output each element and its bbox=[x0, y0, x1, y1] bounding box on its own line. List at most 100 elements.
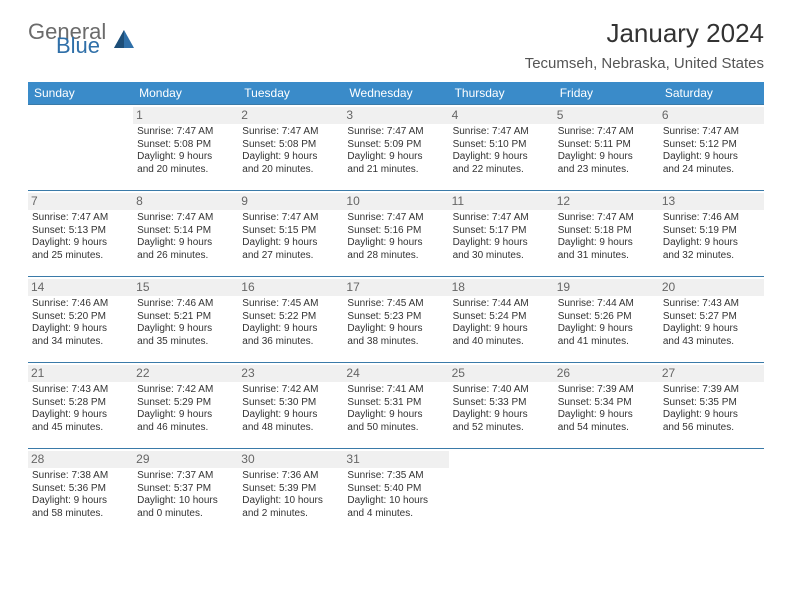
cell-d1: Daylight: 9 hours bbox=[32, 323, 129, 336]
cell-d1: Daylight: 9 hours bbox=[347, 237, 444, 250]
cell-d1: Daylight: 9 hours bbox=[453, 409, 550, 422]
cell-sunrise: Sunrise: 7:46 AM bbox=[137, 298, 234, 311]
day-number: 10 bbox=[343, 193, 448, 210]
cell-sunset: Sunset: 5:08 PM bbox=[242, 139, 339, 152]
calendar-body: 1Sunrise: 7:47 AMSunset: 5:08 PMDaylight… bbox=[28, 105, 764, 535]
cell-sunrise: Sunrise: 7:47 AM bbox=[347, 212, 444, 225]
calendar-cell bbox=[28, 105, 133, 191]
cell-d2: and 28 minutes. bbox=[347, 250, 444, 263]
cell-sunset: Sunset: 5:23 PM bbox=[347, 311, 444, 324]
cell-d2: and 36 minutes. bbox=[242, 336, 339, 349]
cell-d1: Daylight: 9 hours bbox=[663, 323, 760, 336]
day-number: 25 bbox=[449, 365, 554, 382]
cell-sunset: Sunset: 5:33 PM bbox=[453, 397, 550, 410]
cell-d2: and 40 minutes. bbox=[453, 336, 550, 349]
cell-sunrise: Sunrise: 7:46 AM bbox=[32, 298, 129, 311]
sail-icon bbox=[112, 28, 136, 55]
calendar-cell: 29Sunrise: 7:37 AMSunset: 5:37 PMDayligh… bbox=[133, 449, 238, 535]
calendar-cell: 22Sunrise: 7:42 AMSunset: 5:29 PMDayligh… bbox=[133, 363, 238, 449]
cell-sunset: Sunset: 5:13 PM bbox=[32, 225, 129, 238]
calendar-cell: 6Sunrise: 7:47 AMSunset: 5:12 PMDaylight… bbox=[659, 105, 764, 191]
cell-d2: and 50 minutes. bbox=[347, 422, 444, 435]
cell-d2: and 4 minutes. bbox=[347, 508, 444, 521]
day-number: 22 bbox=[133, 365, 238, 382]
cell-d1: Daylight: 9 hours bbox=[32, 495, 129, 508]
day-number: 6 bbox=[659, 107, 764, 124]
cell-d2: and 20 minutes. bbox=[137, 164, 234, 177]
calendar-cell: 27Sunrise: 7:39 AMSunset: 5:35 PMDayligh… bbox=[659, 363, 764, 449]
cell-sunrise: Sunrise: 7:45 AM bbox=[347, 298, 444, 311]
day-number: 5 bbox=[554, 107, 659, 124]
calendar-row: 21Sunrise: 7:43 AMSunset: 5:28 PMDayligh… bbox=[28, 363, 764, 449]
cell-sunrise: Sunrise: 7:47 AM bbox=[558, 212, 655, 225]
cell-sunset: Sunset: 5:28 PM bbox=[32, 397, 129, 410]
day-number: 11 bbox=[449, 193, 554, 210]
cell-sunset: Sunset: 5:27 PM bbox=[663, 311, 760, 324]
logo-text-blue: Blue bbox=[56, 36, 106, 56]
cell-d1: Daylight: 9 hours bbox=[32, 409, 129, 422]
cell-sunrise: Sunrise: 7:35 AM bbox=[347, 470, 444, 483]
calendar-cell bbox=[449, 449, 554, 535]
day-number: 28 bbox=[28, 451, 133, 468]
cell-d1: Daylight: 9 hours bbox=[347, 151, 444, 164]
cell-d2: and 20 minutes. bbox=[242, 164, 339, 177]
cell-d2: and 32 minutes. bbox=[663, 250, 760, 263]
calendar-cell: 30Sunrise: 7:36 AMSunset: 5:39 PMDayligh… bbox=[238, 449, 343, 535]
cell-d1: Daylight: 9 hours bbox=[558, 151, 655, 164]
weekday-header: Monday bbox=[133, 82, 238, 105]
cell-d2: and 23 minutes. bbox=[558, 164, 655, 177]
cell-d1: Daylight: 9 hours bbox=[137, 237, 234, 250]
cell-sunrise: Sunrise: 7:36 AM bbox=[242, 470, 339, 483]
calendar-cell: 2Sunrise: 7:47 AMSunset: 5:08 PMDaylight… bbox=[238, 105, 343, 191]
day-number: 14 bbox=[28, 279, 133, 296]
cell-d2: and 48 minutes. bbox=[242, 422, 339, 435]
day-number: 3 bbox=[343, 107, 448, 124]
cell-sunrise: Sunrise: 7:41 AM bbox=[347, 384, 444, 397]
cell-d1: Daylight: 9 hours bbox=[453, 151, 550, 164]
calendar-cell: 24Sunrise: 7:41 AMSunset: 5:31 PMDayligh… bbox=[343, 363, 448, 449]
weekday-header: Sunday bbox=[28, 82, 133, 105]
calendar-cell: 17Sunrise: 7:45 AMSunset: 5:23 PMDayligh… bbox=[343, 277, 448, 363]
cell-sunrise: Sunrise: 7:47 AM bbox=[663, 126, 760, 139]
cell-sunset: Sunset: 5:40 PM bbox=[347, 483, 444, 496]
cell-d1: Daylight: 10 hours bbox=[347, 495, 444, 508]
cell-d1: Daylight: 9 hours bbox=[558, 409, 655, 422]
day-number: 4 bbox=[449, 107, 554, 124]
cell-sunrise: Sunrise: 7:47 AM bbox=[347, 126, 444, 139]
cell-sunrise: Sunrise: 7:37 AM bbox=[137, 470, 234, 483]
cell-sunrise: Sunrise: 7:47 AM bbox=[32, 212, 129, 225]
cell-d1: Daylight: 9 hours bbox=[242, 237, 339, 250]
cell-d2: and 0 minutes. bbox=[137, 508, 234, 521]
day-number: 7 bbox=[28, 193, 133, 210]
day-number: 27 bbox=[659, 365, 764, 382]
cell-d1: Daylight: 9 hours bbox=[32, 237, 129, 250]
cell-d1: Daylight: 9 hours bbox=[242, 151, 339, 164]
cell-sunrise: Sunrise: 7:43 AM bbox=[32, 384, 129, 397]
cell-sunrise: Sunrise: 7:38 AM bbox=[32, 470, 129, 483]
calendar-cell: 9Sunrise: 7:47 AMSunset: 5:15 PMDaylight… bbox=[238, 191, 343, 277]
calendar-row: 1Sunrise: 7:47 AMSunset: 5:08 PMDaylight… bbox=[28, 105, 764, 191]
calendar-cell: 4Sunrise: 7:47 AMSunset: 5:10 PMDaylight… bbox=[449, 105, 554, 191]
location-text: Tecumseh, Nebraska, United States bbox=[525, 55, 764, 72]
weekday-header: Saturday bbox=[659, 82, 764, 105]
cell-d2: and 26 minutes. bbox=[137, 250, 234, 263]
weekday-header: Tuesday bbox=[238, 82, 343, 105]
calendar-cell: 28Sunrise: 7:38 AMSunset: 5:36 PMDayligh… bbox=[28, 449, 133, 535]
cell-sunset: Sunset: 5:39 PM bbox=[242, 483, 339, 496]
cell-sunset: Sunset: 5:22 PM bbox=[242, 311, 339, 324]
day-number: 31 bbox=[343, 451, 448, 468]
calendar-cell: 7 Sunrise: 7:47 AMSunset: 5:13 PMDaylight… bbox=[28, 191, 133, 277]
cell-sunrise: Sunrise: 7:44 AM bbox=[453, 298, 550, 311]
day-number: 16 bbox=[238, 279, 343, 296]
calendar-cell: 12Sunrise: 7:47 AMSunset: 5:18 PMDayligh… bbox=[554, 191, 659, 277]
cell-d1: Daylight: 10 hours bbox=[137, 495, 234, 508]
cell-sunrise: Sunrise: 7:44 AM bbox=[558, 298, 655, 311]
cell-sunrise: Sunrise: 7:40 AM bbox=[453, 384, 550, 397]
cell-sunrise: Sunrise: 7:47 AM bbox=[242, 212, 339, 225]
calendar-cell: 19Sunrise: 7:44 AMSunset: 5:26 PMDayligh… bbox=[554, 277, 659, 363]
cell-d2: and 54 minutes. bbox=[558, 422, 655, 435]
cell-d2: and 43 minutes. bbox=[663, 336, 760, 349]
cell-sunrise: Sunrise: 7:39 AM bbox=[663, 384, 760, 397]
day-number: 12 bbox=[554, 193, 659, 210]
day-number: 21 bbox=[28, 365, 133, 382]
